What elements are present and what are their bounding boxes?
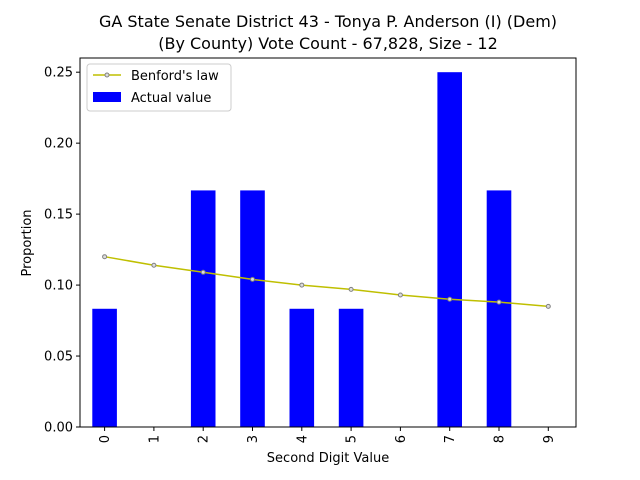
bar-digit-0 xyxy=(92,308,117,427)
benford-point-2 xyxy=(200,269,206,275)
benford-point-9 xyxy=(545,303,551,309)
plot-area: 0.00 0.05 0.10 0.15 0.20 0.25 0 1 2 3 4 5 6 7 8 9 xyxy=(44,66,557,444)
x-tick-label: 1 xyxy=(147,435,162,443)
y-tick-label: 0.15 xyxy=(44,208,73,223)
legend-line-label: Benford's law xyxy=(131,69,219,84)
x-tick-label: 0 xyxy=(98,435,113,443)
legend-line-marker xyxy=(104,72,110,78)
legend: Benford's law Actual value xyxy=(86,63,232,112)
bar-digit-3 xyxy=(240,190,265,427)
x-tick-label: 2 xyxy=(197,435,212,443)
benford-point-4 xyxy=(299,282,305,288)
benford-point-5 xyxy=(348,286,354,292)
bar-digit-7 xyxy=(437,72,462,427)
chart-title-line2: (By County) Vote Count - 67,828, Size - … xyxy=(158,34,498,53)
chart-title-line1: GA State Senate District 43 - Tonya P. A… xyxy=(99,12,557,31)
x-tick-label: 3 xyxy=(246,435,261,443)
x-tick-label: 4 xyxy=(295,435,310,443)
bar-digit-5 xyxy=(338,308,364,427)
x-tick-label: 6 xyxy=(394,435,409,443)
x-tick-label: 8 xyxy=(493,435,508,443)
benford-point-6 xyxy=(397,292,403,298)
benford-point-1 xyxy=(151,262,157,268)
benford-point-7 xyxy=(447,296,453,302)
bar-digit-2 xyxy=(190,190,216,427)
x-tick-label: 9 xyxy=(542,435,557,443)
y-tick-label: 0.00 xyxy=(44,421,73,436)
y-tick-label: 0.25 xyxy=(44,66,73,81)
legend-bar-swatch xyxy=(93,92,121,102)
x-tick-label: 7 xyxy=(443,435,458,443)
benford-point-0 xyxy=(102,254,108,260)
bar-digit-8 xyxy=(486,190,512,427)
y-axis-label: Proportion xyxy=(20,209,35,276)
benford-line xyxy=(104,255,549,308)
legend-bar-label: Actual value xyxy=(131,91,211,106)
y-tick-label: 0.20 xyxy=(44,137,73,152)
benford-point-3 xyxy=(250,276,255,282)
plot-frame xyxy=(79,57,577,428)
benford-point-8 xyxy=(496,299,502,305)
bar-digit-4 xyxy=(289,308,315,427)
y-tick-label: 0.10 xyxy=(44,279,73,294)
x-tick-label: 5 xyxy=(345,435,360,443)
legend-box xyxy=(86,63,232,112)
x-axis-label: Second Digit Value xyxy=(267,451,389,466)
y-tick-label: 0.05 xyxy=(44,350,73,365)
